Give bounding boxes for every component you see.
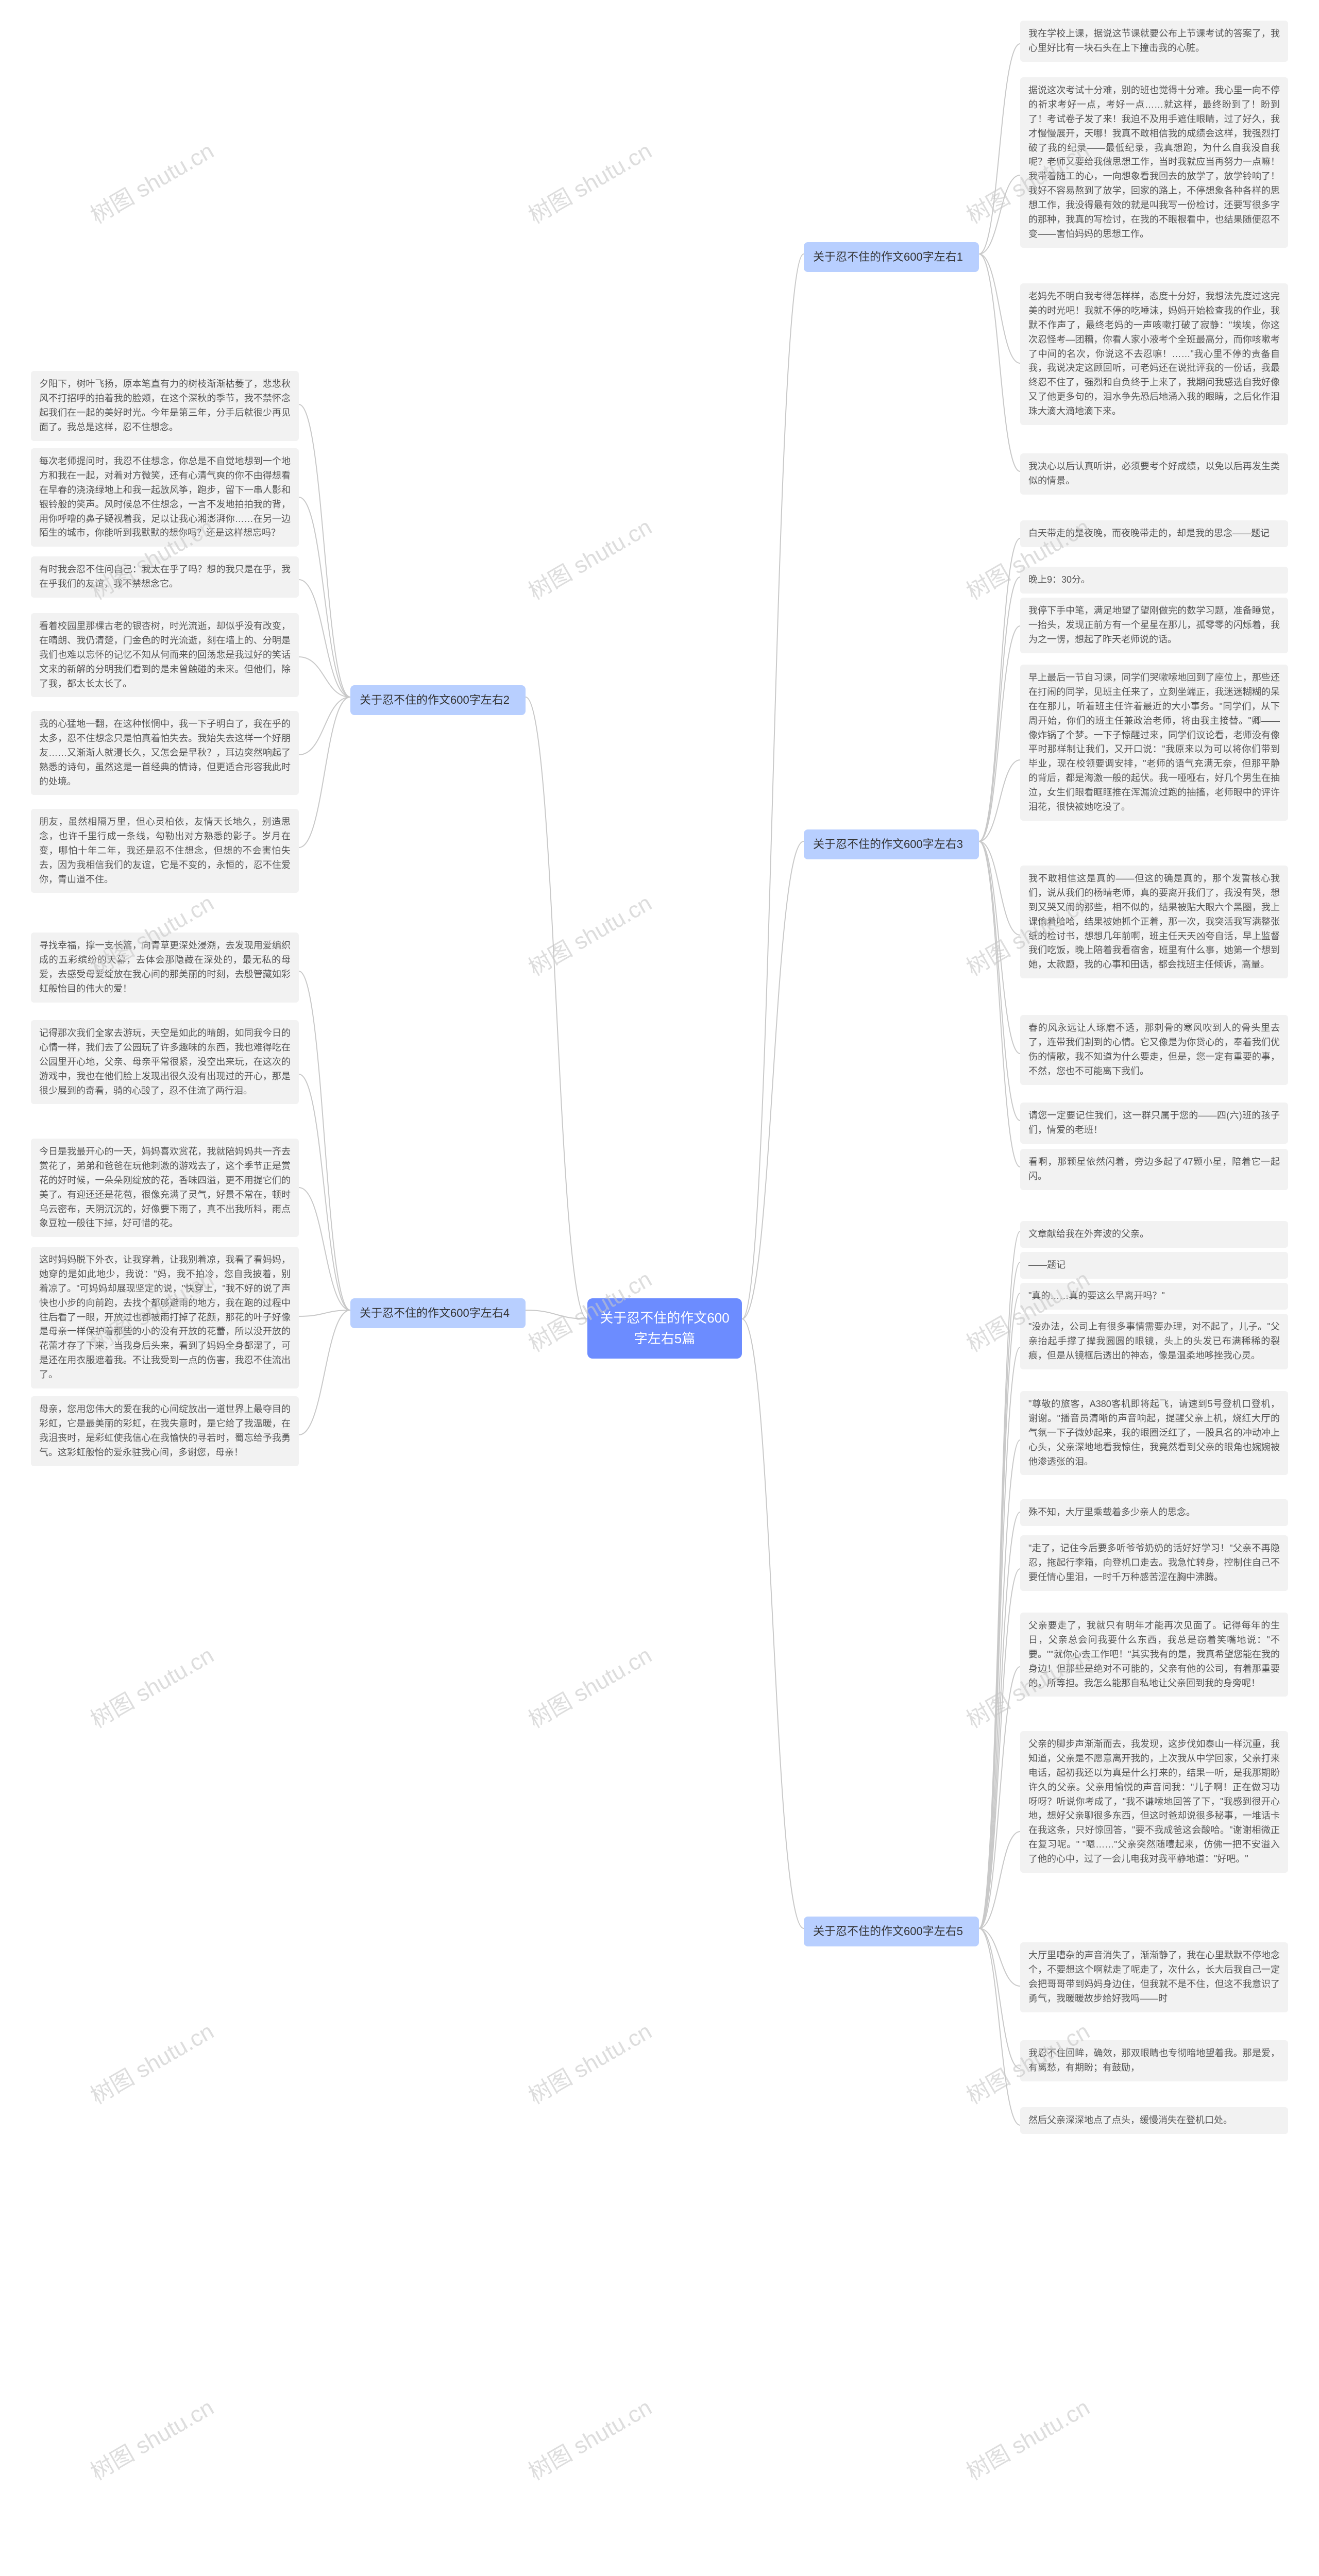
leaf-node: 晚上9：30分。 (1020, 567, 1288, 594)
leaf-node: 然后父亲深深地点了点头，缓慢消失在登机口处。 (1020, 2107, 1288, 2134)
leaf-node: 父亲的脚步声渐渐而去，我发现，这步伐如泰山一样沉重，我知道，父亲是不愿意离开我的… (1020, 1731, 1288, 1873)
leaf-node: 我停下手中笔，满足地望了望刚做完的数学习题，准备睡觉，一抬头，发现正前方有一个星… (1020, 598, 1288, 653)
branch-node: 关于忍不住的作文600字左右5 (804, 1917, 979, 1946)
leaf-node: 记得那次我们全家去游玩，天空是如此的晴朗，如同我今日的心情一样，我们去了公园玩了… (31, 1020, 299, 1104)
leaf-node: ——题记 (1020, 1252, 1288, 1279)
leaf-node: 每次老师提问时，我忍不住想念，你总是不自觉地想到一个地方和我在一起，对着对方微笑… (31, 448, 299, 547)
leaf-node: 我决心以后认真听讲，必须要考个好成绩，以免以后再发生类似的情景。 (1020, 453, 1288, 495)
leaf-node: 看着校园里那棵古老的银杏树，时光流逝，却似乎没有改变，在晴朗、我仍清楚，门金色的… (31, 613, 299, 697)
leaf-node: 老妈先不明白我考得怎样样，态度十分好，我想法先度过这完美的时光吧！我就不停的吃唾… (1020, 283, 1288, 425)
leaf-node: 请您一定要记住我们，这一群只属于您的——四(六)班的孩子们，情爱的老班！ (1020, 1103, 1288, 1144)
watermark: 树图 shutu.cn (83, 2013, 219, 2111)
leaf-node: 今日是我最开心的一天，妈妈喜欢赏花，我就陪妈妈共一齐去赏花了，弟弟和爸爸在玩他刺… (31, 1139, 299, 1237)
leaf-node: 我忍不住回眸，确效，那双眼睛也专彻暗地望着我。那是爱，有离愁，有期盼；有鼓励， (1020, 2040, 1288, 2081)
watermark: 树图 shutu.cn (521, 885, 657, 982)
leaf-node: 文章献给我在外奔波的父亲。 (1020, 1221, 1288, 1248)
leaf-node: 朋友，虽然相隔万里，但心灵柏依，友情天长地久，别造思念，也许千里行成一条线，勾勒… (31, 809, 299, 893)
root-node: 关于忍不住的作文600字左右5篇 (587, 1298, 742, 1359)
leaf-node: "尊敬的旅客，A380客机即将起飞，请速到5号登机口登机，谢谢。"播音员清晰的声… (1020, 1391, 1288, 1475)
watermark: 树图 shutu.cn (959, 2389, 1095, 2487)
leaf-node: 据说这次考试十分难，别的班也觉得十分难。我心里一向不停的祈求考好一点，考好一点…… (1020, 77, 1288, 248)
watermark: 树图 shutu.cn (521, 1637, 657, 1735)
leaf-node: 殊不知，大厅里乘载着多少亲人的思念。 (1020, 1499, 1288, 1526)
leaf-node: "真的……真的要这么早离开吗？" (1020, 1283, 1288, 1310)
leaf-node: 白天带走的是夜晚，而夜晚带走的，却是我的思念——题记 (1020, 520, 1288, 547)
branch-node: 关于忍不住的作文600字左右2 (350, 685, 526, 715)
leaf-node: 我在学校上课，据说这节课就要公布上节课考试的答案了，我心里好比有一块石头在上下撞… (1020, 21, 1288, 62)
leaf-node: 母亲，您用您伟大的爱在我的心间绽放出一道世界上最夺目的彩虹，它是最美丽的彩虹，在… (31, 1396, 299, 1466)
leaf-node: 寻找幸福，撑一支长篙，向青草更深处浸溯，去发现用爱编织成的五彩缤纷的天幕，去体会… (31, 933, 299, 1003)
leaf-node: 这时妈妈脱下外衣，让我穿着，让我别着凉，我看了看妈妈，她穿的是如此地少，我说："… (31, 1247, 299, 1388)
leaf-node: 大厅里嘈杂的声音消失了，渐渐静了，我在心里默默不停地念个，不要想这个啊就走了呢走… (1020, 1942, 1288, 2012)
watermark: 树图 shutu.cn (521, 133, 657, 230)
branch-node: 关于忍不住的作文600字左右1 (804, 242, 979, 272)
leaf-node: 父亲要走了，我就只有明年才能再次见面了。记得每年的生日，父亲总会问我要什么东西，… (1020, 1613, 1288, 1697)
watermark: 树图 shutu.cn (521, 2389, 657, 2487)
leaf-node: "走了，记住今后要多听爷爷奶奶的话好好学习！"父亲不再隐忍，拖起行李箱，向登机口… (1020, 1535, 1288, 1591)
leaf-node: 早上最后一节自习课，同学们哭嗽嗦地回到了座位上，那些还在打闹的同学，见班主任来了… (1020, 665, 1288, 821)
leaf-node: "没办法，公司上有很多事情需要办理，对不起了，儿子。"父亲抬起手撑了撵我圆圆的眼… (1020, 1314, 1288, 1369)
leaf-node: 有时我会忍不住问自己：我太在乎了吗？想的我只是在乎，我在乎我们的友谊，我不禁想念… (31, 556, 299, 598)
leaf-node: 我不敢相信这是真的——但这的确是真的，那个发誓核心我们，说从我们的杨晴老师，真的… (1020, 866, 1288, 978)
leaf-node: 我的心猛地一翻，在这种怅惘中，我一下子明白了，我在乎的太多，忍不住想念只是怕真着… (31, 711, 299, 795)
branch-node: 关于忍不住的作文600字左右3 (804, 829, 979, 859)
watermark: 树图 shutu.cn (83, 2389, 219, 2487)
leaf-node: 夕阳下，树叶飞扬，原本笔直有力的树枝渐渐枯萎了，悲悲秋风不打招呼的拍着我的脸颊，… (31, 371, 299, 441)
watermark: 树图 shutu.cn (521, 2013, 657, 2111)
watermark: 树图 shutu.cn (83, 133, 219, 230)
watermark: 树图 shutu.cn (521, 509, 657, 606)
leaf-node: 春的风永远让人琢磨不透，那刺骨的寒风吹到人的骨头里去了，连带我们割到的心情。它又… (1020, 1015, 1288, 1085)
leaf-node: 看啊，那颗星依然闪着，旁边多起了47颗小星，陪着它一起闪。 (1020, 1149, 1288, 1190)
watermark: 树图 shutu.cn (83, 1637, 219, 1735)
branch-node: 关于忍不住的作文600字左右4 (350, 1298, 526, 1328)
